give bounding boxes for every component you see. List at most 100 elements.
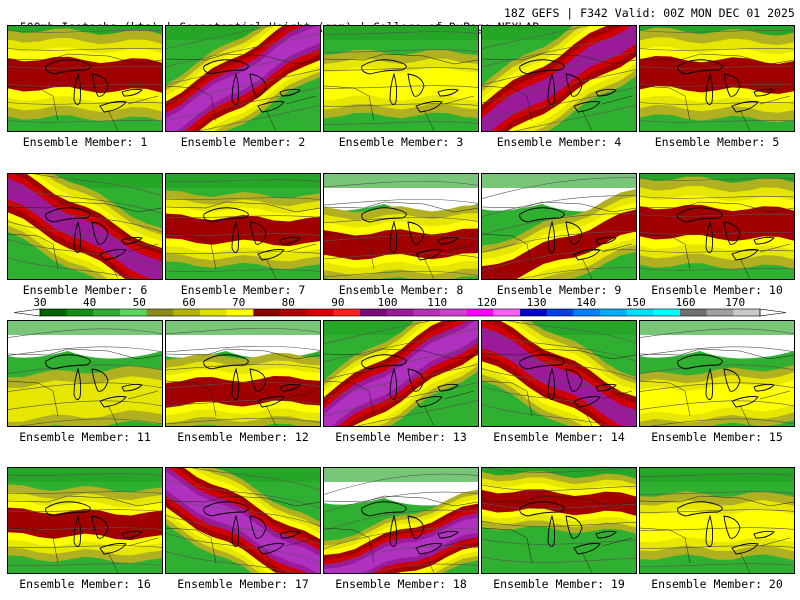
isotach-map — [639, 25, 795, 132]
ensemble-member-label: Ensemble Member: 16 — [19, 577, 151, 591]
ensemble-member-label: Ensemble Member: 14 — [493, 430, 625, 444]
isotach-map — [639, 467, 795, 574]
colorbar-swatch — [600, 309, 628, 316]
colorbar-tick-label: 120 — [477, 296, 497, 309]
ensemble-member-label: Ensemble Member: 8 — [338, 283, 464, 297]
colorbar-tick-label: 160 — [676, 296, 696, 309]
ensemble-member-label: Ensemble Member: 2 — [180, 135, 306, 149]
ensemble-member-label: Ensemble Member: 4 — [496, 135, 622, 149]
colorbar-swatch — [680, 309, 708, 316]
ensemble-member-label: Ensemble Member: 17 — [177, 577, 309, 591]
colorbar-tick-label: 40 — [83, 296, 96, 309]
ensemble-member-panel: Ensemble Member: 18 — [323, 467, 479, 591]
colorbar-tick-label: 170 — [725, 296, 745, 309]
colorbar-swatch — [200, 309, 228, 316]
ensemble-member-panel: Ensemble Member: 16 — [7, 467, 163, 591]
ensemble-member-label: Ensemble Member: 7 — [180, 283, 306, 297]
ensemble-member-label: Ensemble Member: 20 — [651, 577, 783, 591]
colorbar-swatch — [333, 309, 361, 316]
ensemble-member-panel: Ensemble Member: 15 — [639, 320, 795, 444]
isotach-map — [323, 25, 479, 132]
isotach-map — [165, 320, 321, 427]
colorbar-min-arrow — [13, 308, 41, 317]
ensemble-member-label: Ensemble Member: 10 — [651, 283, 783, 297]
colorbar-swatch — [173, 309, 201, 316]
colorbar-swatch — [66, 309, 94, 316]
isotach-map — [7, 25, 163, 132]
isotach-map — [165, 467, 321, 574]
ensemble-member-panel: Ensemble Member: 8 — [323, 173, 479, 297]
ensemble-member-panel: Ensemble Member: 7 — [165, 173, 321, 297]
ensemble-member-label: Ensemble Member: 9 — [496, 283, 622, 297]
isotach-colorbar: 30 40 50 60 70 80 90 100 110 120 130 140 150 160 170 — [13, 296, 787, 317]
colorbar-max-arrow — [759, 308, 787, 317]
colorbar-swatch — [280, 309, 308, 316]
colorbar-tick-label: 60 — [182, 296, 195, 309]
colorbar-swatch — [520, 309, 548, 316]
isotach-map — [481, 320, 637, 427]
colorbar-swatch — [360, 309, 388, 316]
ensemble-member-panel: Ensemble Member: 10 — [639, 173, 795, 297]
isotach-map — [7, 320, 163, 427]
colorbar-swatch — [466, 309, 494, 316]
isotach-map — [639, 173, 795, 280]
ensemble-member-label: Ensemble Member: 5 — [654, 135, 780, 149]
colorbar-swatch — [493, 309, 521, 316]
ensemble-member-label: Ensemble Member: 15 — [651, 430, 783, 444]
ensemble-member-panel: Ensemble Member: 6 — [7, 173, 163, 297]
colorbar-swatch — [40, 309, 68, 316]
ensemble-member-panel: Ensemble Member: 11 — [7, 320, 163, 444]
ensemble-member-panel: Ensemble Member: 9 — [481, 173, 637, 297]
colorbar-swatch — [146, 309, 174, 316]
isotach-map — [165, 173, 321, 280]
isotach-map — [639, 320, 795, 427]
ensemble-member-label: Ensemble Member: 12 — [177, 430, 309, 444]
colorbar-tick-label: 130 — [527, 296, 547, 309]
isotach-map — [323, 320, 479, 427]
ensemble-member-label: Ensemble Member: 19 — [493, 577, 625, 591]
colorbar-swatch — [413, 309, 441, 316]
colorbar-swatch — [93, 309, 121, 316]
colorbar-tick-label: 70 — [232, 296, 245, 309]
isotach-map — [481, 173, 637, 280]
colorbar-swatch — [386, 309, 414, 316]
isotach-map — [481, 25, 637, 132]
colorbar-tick-label: 90 — [331, 296, 344, 309]
isotach-map — [481, 467, 637, 574]
isotach-map — [7, 173, 163, 280]
ensemble-member-panel: Ensemble Member: 17 — [165, 467, 321, 591]
colorbar-swatch — [626, 309, 654, 316]
ensemble-member-panel: Ensemble Member: 14 — [481, 320, 637, 444]
ensemble-member-panel: Ensemble Member: 5 — [639, 25, 795, 149]
colorbar-swatch — [546, 309, 574, 316]
ensemble-member-label: Ensemble Member: 6 — [22, 283, 148, 297]
colorbar-tick-label: 150 — [626, 296, 646, 309]
isotach-map — [323, 467, 479, 574]
colorbar-tick-label: 30 — [33, 296, 46, 309]
colorbar-swatch — [253, 309, 281, 316]
colorbar-tick-label: 50 — [133, 296, 146, 309]
header-title-right: 18Z GEFS | F342 Valid: 00Z MON DEC 01 20… — [504, 6, 795, 20]
ensemble-member-panel: Ensemble Member: 12 — [165, 320, 321, 444]
colorbar-swatch — [226, 309, 254, 316]
colorbar-swatch — [733, 309, 761, 316]
colorbar-swatch — [306, 309, 334, 316]
isotach-map — [323, 173, 479, 280]
colorbar-tick-label: 80 — [282, 296, 295, 309]
ensemble-member-panel: Ensemble Member: 2 — [165, 25, 321, 149]
ensemble-member-label: Ensemble Member: 1 — [22, 135, 148, 149]
ensemble-member-panel: Ensemble Member: 19 — [481, 467, 637, 591]
ensemble-member-panel: Ensemble Member: 13 — [323, 320, 479, 444]
colorbar-swatch — [653, 309, 681, 316]
colorbar-swatch — [440, 309, 468, 316]
ensemble-member-panel: Ensemble Member: 4 — [481, 25, 637, 149]
colorbar-swatch — [120, 309, 148, 316]
colorbar-tick-label: 100 — [378, 296, 398, 309]
colorbar-swatch — [573, 309, 601, 316]
isotach-map — [7, 467, 163, 574]
isotach-map — [165, 25, 321, 132]
colorbar-tick-label: 110 — [427, 296, 447, 309]
ensemble-member-panel: Ensemble Member: 1 — [7, 25, 163, 149]
ensemble-member-label: Ensemble Member: 13 — [335, 430, 467, 444]
colorbar-tick-label: 140 — [576, 296, 596, 309]
